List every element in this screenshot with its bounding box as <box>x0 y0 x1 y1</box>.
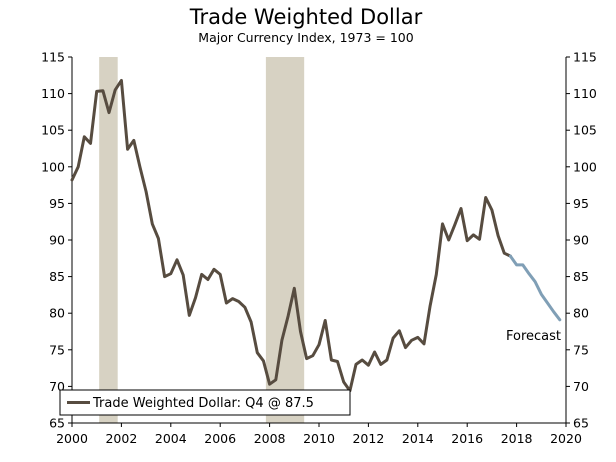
y-tick-label-left: 85 <box>49 269 65 284</box>
y-tick-label-right: 115 <box>573 50 597 65</box>
y-tick-label-left: 100 <box>41 159 65 174</box>
recession-bar <box>99 57 118 423</box>
y-tick-label-right: 90 <box>573 233 589 248</box>
y-tick-label-left: 90 <box>49 233 65 248</box>
forecast-annotation: Forecast <box>506 329 561 344</box>
x-tick-label: 2008 <box>254 431 286 446</box>
y-tick-label-left: 75 <box>49 342 65 357</box>
y-tick-label-right: 75 <box>573 342 589 357</box>
legend: Trade Weighted Dollar: Q4 @ 87.5 <box>59 389 351 416</box>
y-tick-label-left: 105 <box>41 123 65 138</box>
y-tick-label-left: 65 <box>49 416 65 431</box>
y-tick-label-left: 115 <box>41 50 65 65</box>
y-tick-label-right: 100 <box>573 159 597 174</box>
x-tick-label: 2016 <box>451 431 483 446</box>
x-tick-label: 2010 <box>303 431 335 446</box>
forecast-series-line <box>508 254 562 322</box>
recession-bar <box>265 57 305 423</box>
y-tick-label-left: 110 <box>41 86 65 101</box>
y-tick-label-right: 85 <box>573 269 589 284</box>
x-tick-label: 2020 <box>550 431 582 446</box>
x-tick-label: 2002 <box>105 431 137 446</box>
x-tick-label: 2000 <box>56 431 88 446</box>
legend-box <box>59 389 351 416</box>
y-tick-label-left: 80 <box>49 306 65 321</box>
y-tick-label-right: 70 <box>573 379 589 394</box>
legend-label: Trade Weighted Dollar: Q4 @ 87.5 <box>92 396 314 411</box>
chart-subtitle: Major Currency Index, 1973 = 100 <box>198 30 413 45</box>
x-tick-label: 2018 <box>501 431 533 446</box>
series-lines <box>70 78 562 393</box>
chart-title: Trade Weighted Dollar <box>189 5 423 29</box>
y-tick-label-left: 95 <box>49 196 65 211</box>
recession-shading <box>99 57 305 423</box>
x-tick-label: 2004 <box>155 431 187 446</box>
y-tick-label-right: 65 <box>573 416 589 431</box>
actual-series-line <box>70 78 512 393</box>
y-tick-label-right: 80 <box>573 306 589 321</box>
y-tick-label-right: 105 <box>573 123 597 138</box>
x-tick-label: 2012 <box>352 431 384 446</box>
x-tick-label: 2014 <box>402 431 434 446</box>
y-tick-label-right: 110 <box>573 86 597 101</box>
x-tick-label: 2006 <box>204 431 236 446</box>
y-tick-label-right: 95 <box>573 196 589 211</box>
axes <box>68 56 570 427</box>
